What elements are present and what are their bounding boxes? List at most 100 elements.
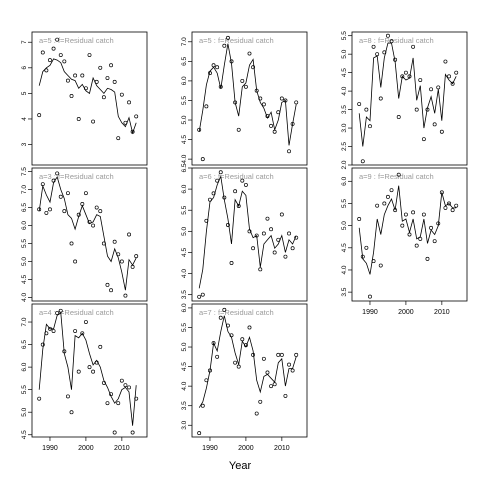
data-point [208, 71, 212, 76]
data-point [94, 360, 99, 365]
panel-frame [31, 31, 148, 166]
data-point [389, 39, 394, 44]
y-tick-label: 4.5 [181, 248, 188, 257]
y-tick-label: 7 [21, 40, 28, 44]
data-point [105, 401, 110, 406]
data-point [62, 59, 67, 64]
data-point [454, 203, 459, 208]
y-tick-label: 5.5 [21, 385, 28, 394]
data-point [200, 403, 205, 408]
y-tick-label: 7.0 [21, 317, 28, 326]
data-point [134, 114, 139, 119]
data-point [272, 129, 277, 134]
data-point [447, 74, 451, 79]
data-point [364, 245, 369, 250]
data-point [200, 157, 205, 162]
data-point [94, 205, 99, 210]
x-axis-title: Year [228, 460, 252, 472]
data-point [65, 191, 70, 196]
data-point [55, 171, 60, 176]
y-tick-label: 7.5 [21, 167, 28, 176]
data-point [254, 411, 259, 416]
data-point [290, 246, 295, 251]
data-point [233, 189, 238, 194]
data-point [58, 194, 63, 199]
x-tick-label: 1990 [362, 309, 378, 316]
data-point [48, 58, 52, 63]
data-point [91, 119, 96, 124]
data-point [389, 188, 394, 193]
data-point [215, 65, 220, 70]
data-point [443, 205, 448, 210]
data-point [123, 120, 128, 125]
data-point [258, 399, 263, 404]
data-point [421, 137, 426, 142]
data-point [287, 362, 291, 367]
data-point [200, 292, 205, 297]
data-point [265, 370, 270, 375]
x-tick-label: 2000 [398, 309, 414, 316]
x-tick-label: 2010 [274, 445, 290, 452]
data-point [130, 264, 135, 269]
y-tick-label: 5 [21, 91, 28, 95]
data-point [396, 115, 401, 119]
fit-line [358, 42, 457, 147]
data-point [58, 53, 63, 57]
data-point [91, 223, 96, 228]
y-tick-label: 2.0 [341, 160, 348, 169]
data-point [439, 190, 444, 195]
data-point [229, 59, 234, 64]
data-point [215, 178, 220, 183]
y-tick-label: 5.0 [21, 407, 28, 416]
fit-line [38, 312, 137, 426]
data-point [112, 239, 117, 244]
data-point [236, 364, 241, 369]
data-point [265, 114, 270, 119]
data-point [371, 259, 376, 264]
y-tick-label: 3 [21, 142, 28, 146]
y-tick-label: 2.5 [341, 142, 348, 151]
data-point [229, 333, 234, 338]
panel-frame [351, 31, 468, 166]
y-tick-label: 4.5 [21, 430, 28, 439]
data-point [357, 217, 362, 221]
panel-4: a=5 : f=Residual catch 4.0 4.5 5.0 5.5 6.0 6.5… [181, 31, 308, 166]
panel-3: a=4 : f=Residual catch 4.5 5.0 5.5 6.0 6.5 7.0… [21, 303, 148, 452]
data-point [393, 208, 398, 213]
data-point [69, 410, 74, 415]
data-point [44, 210, 49, 215]
y-tick-label: 6.0 [181, 303, 188, 312]
data-point [425, 107, 430, 112]
data-point [130, 129, 135, 134]
y-tick-label: 4.5 [21, 275, 28, 284]
y-tick-label: 6.5 [181, 163, 188, 172]
data-point [222, 43, 227, 48]
data-point [243, 84, 248, 89]
data-point [294, 235, 299, 240]
data-point [112, 430, 117, 435]
data-point [229, 261, 234, 265]
data-point [403, 212, 408, 217]
data-point [411, 44, 416, 49]
data-point [418, 78, 423, 82]
data-point [98, 209, 103, 214]
y-tick-label: 5.0 [181, 115, 188, 124]
data-point [233, 360, 238, 365]
data-point [382, 50, 387, 55]
data-point [119, 92, 124, 97]
data-point [116, 136, 121, 141]
y-tick-label: 3.5 [181, 401, 188, 410]
data-point [208, 368, 212, 373]
data-point [40, 50, 45, 55]
data-point [87, 219, 92, 224]
data-point [134, 254, 139, 259]
data-point [276, 110, 281, 115]
y-tick-label: 3.5 [341, 105, 348, 114]
data-point [421, 212, 426, 217]
data-point [432, 239, 437, 244]
data-point [261, 356, 266, 361]
data-point [447, 201, 451, 206]
data-point [240, 178, 245, 183]
data-point [69, 93, 74, 98]
y-tick-label: 4.0 [341, 265, 348, 274]
